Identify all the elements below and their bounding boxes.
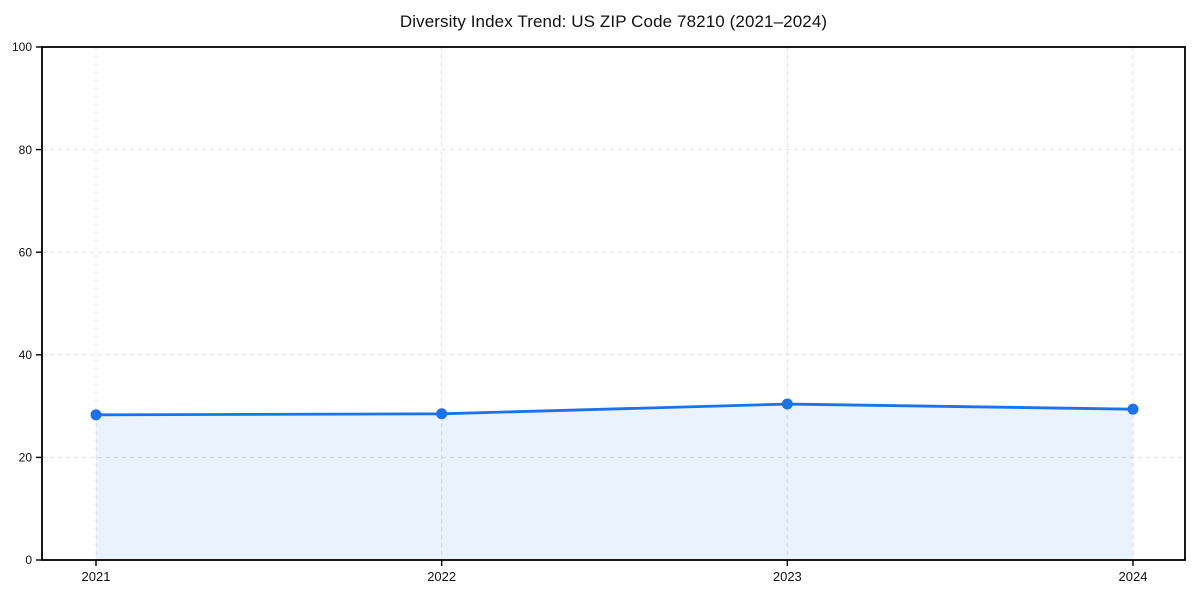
y-tick-label: 0	[25, 553, 32, 567]
plot-frame	[41, 46, 1186, 561]
y-tick-label: 80	[19, 143, 33, 157]
y-tick-label: 100	[12, 40, 32, 54]
y-tick-label: 20	[19, 451, 33, 465]
data-point-marker-2024	[1127, 403, 1139, 415]
y-tick-label: 60	[19, 245, 33, 259]
x-tick-label: 2023	[773, 569, 802, 584]
x-tick-label: 2021	[82, 569, 111, 584]
chart-title: Diversity Index Trend: US ZIP Code 78210…	[399, 12, 828, 31]
series-area-fill	[96, 404, 1133, 560]
data-point-marker-2021	[90, 409, 102, 421]
x-tick-label: 2022	[427, 569, 456, 584]
data-point-marker-2023	[781, 398, 793, 410]
x-tick-label: 2024	[1119, 569, 1148, 584]
y-tick-label: 40	[19, 348, 33, 362]
series-line	[94, 402, 1135, 417]
data-point-marker-2022	[436, 408, 448, 420]
